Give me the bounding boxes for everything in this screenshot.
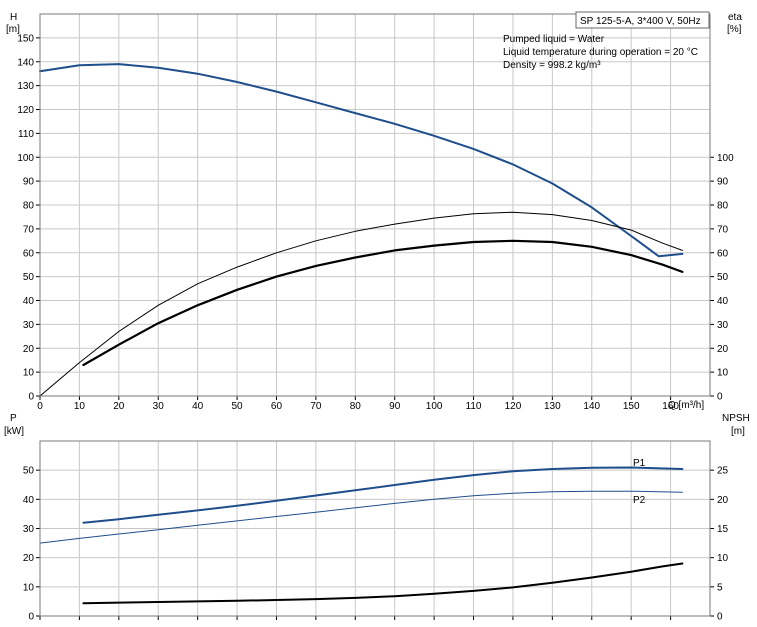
x-tick-label: 10 <box>74 401 86 412</box>
top-left-tick-label: 150 <box>17 33 34 44</box>
bottom-series-line-1 <box>82 466 684 524</box>
top-series-line-1 <box>39 63 684 258</box>
bottom-left-tick-label: 0 <box>28 612 34 623</box>
top-left-tick-label: 10 <box>23 368 35 379</box>
bottom-right-tick-label: 0 <box>717 612 723 623</box>
bottom-right-tick-label: 10 <box>717 553 729 564</box>
x-tick-label: 40 <box>192 401 204 412</box>
x-tick-label: 140 <box>583 401 600 412</box>
top-left-tick-label: 80 <box>23 201 35 212</box>
bottom-left-axis-label-line1: P <box>10 413 17 424</box>
top-left-tick-label: 140 <box>17 57 34 68</box>
bottom-left-tick-label: 30 <box>23 524 35 535</box>
top-left-tick-label: 40 <box>23 296 35 307</box>
top-right-tick-label: 30 <box>717 320 729 331</box>
x-tick-label: 70 <box>310 401 322 412</box>
info-line-liquid: Pumped liquid = Water <box>503 34 605 45</box>
top-right-tick-label: 50 <box>717 272 729 283</box>
x-tick-label: 80 <box>350 401 362 412</box>
top-left-axis-label-line2: [m] <box>6 24 20 35</box>
x-tick-label: 100 <box>426 401 443 412</box>
info-line-density: Density = 998.2 kg/m³ <box>503 60 601 71</box>
top-left-tick-label: 130 <box>17 81 34 92</box>
top-grid <box>40 13 710 396</box>
x-tick-label: 50 <box>231 401 243 412</box>
info-box: SP 125-5-A, 3*400 V, 50Hz Pumped liquid … <box>503 11 710 71</box>
bottom-series-line-2 <box>39 490 683 544</box>
x-tick-label: 20 <box>113 401 125 412</box>
top-left-axis-label-line1: H <box>10 12 17 23</box>
bottom-right-tick-label: 25 <box>717 466 729 477</box>
bottom-left-tick-label: 20 <box>23 553 35 564</box>
top-left-tick-label: 30 <box>23 320 35 331</box>
bottom-left-tick-label: 10 <box>23 582 35 593</box>
top-right-axis-label-line2: [%] <box>727 24 742 35</box>
info-box-title-frame <box>575 11 710 29</box>
bottom-right-tick-label: 20 <box>717 495 729 506</box>
info-box-title: SP 125-5-A, 3*400 V, 50Hz <box>580 16 701 27</box>
top-left-tick-label: 100 <box>17 153 34 164</box>
bottom-panel: 0 10 20 30 40 50 0 5 10 15 20 25 P [kW] NPSH [m] P1… <box>4 413 750 623</box>
bottom-left-tick-label: 50 <box>23 466 35 477</box>
top-series-line-2 <box>39 211 683 397</box>
top-right-tick-label: 40 <box>717 296 729 307</box>
x-tick-label: 30 <box>153 401 165 412</box>
x-tick-label: 0 <box>37 401 43 412</box>
series-label-p2: P2 <box>633 495 646 506</box>
top-series-line-3 <box>82 239 684 367</box>
top-series <box>39 63 684 397</box>
top-right-tick-label: 10 <box>717 368 729 379</box>
bottom-right-axis-label-line2: [m] <box>731 426 745 437</box>
top-right-tick-label: 0 <box>717 392 723 403</box>
x-tick-label: 160 <box>662 401 679 412</box>
top-right-tick-label: 80 <box>717 201 729 212</box>
top-left-tick-label: 20 <box>23 344 35 355</box>
top-right-tick-label: 100 <box>717 153 734 164</box>
bottom-plot-frame <box>39 440 711 617</box>
top-left-tick-label: 60 <box>23 248 35 259</box>
bottom-left-axis-label-line2: [kW] <box>4 426 24 437</box>
top-right-tick-label: 20 <box>717 344 729 355</box>
top-left-tick-label: 120 <box>17 105 34 116</box>
top-left-tick-label: 70 <box>23 224 35 235</box>
x-tick-label: 120 <box>505 401 522 412</box>
bottom-right-axis-label-line1: NPSH <box>722 413 750 424</box>
x-tick-label: 150 <box>623 401 640 412</box>
top-left-tick-label: 110 <box>18 129 34 140</box>
top-plot-frame <box>39 13 711 397</box>
series-label-p1: P1 <box>633 458 646 469</box>
bottom-series <box>39 466 684 605</box>
bottom-right-tick-label: 5 <box>717 582 723 593</box>
info-line-temperature: Liquid temperature during operation = 20… <box>503 47 698 58</box>
top-panel: 0102030405060708090100110120130140150010… <box>6 11 742 412</box>
top-axes: 0102030405060708090100110120130140150010… <box>17 33 734 412</box>
x-tick-label: 110 <box>466 401 482 412</box>
top-right-tick-label: 60 <box>717 248 729 259</box>
top-right-tick-label: 70 <box>717 224 729 235</box>
top-left-tick-label: 0 <box>28 392 34 403</box>
bottom-axes: 0 10 20 30 40 50 0 5 10 15 20 25 <box>23 466 729 623</box>
x-tick-label: 90 <box>389 401 401 412</box>
top-left-tick-label: 50 <box>23 272 35 283</box>
x-tick-label: 130 <box>544 401 561 412</box>
x-tick-label: 60 <box>271 401 283 412</box>
top-left-tick-label: 90 <box>23 177 35 188</box>
bottom-series-line-3 <box>82 562 684 605</box>
bottom-left-tick-label: 40 <box>23 495 35 506</box>
x-axis-label: Q [m³/h] <box>668 400 704 411</box>
top-right-axis-label-line1: eta <box>728 12 742 23</box>
bottom-right-tick-label: 15 <box>717 524 729 535</box>
top-right-tick-label: 90 <box>717 177 729 188</box>
